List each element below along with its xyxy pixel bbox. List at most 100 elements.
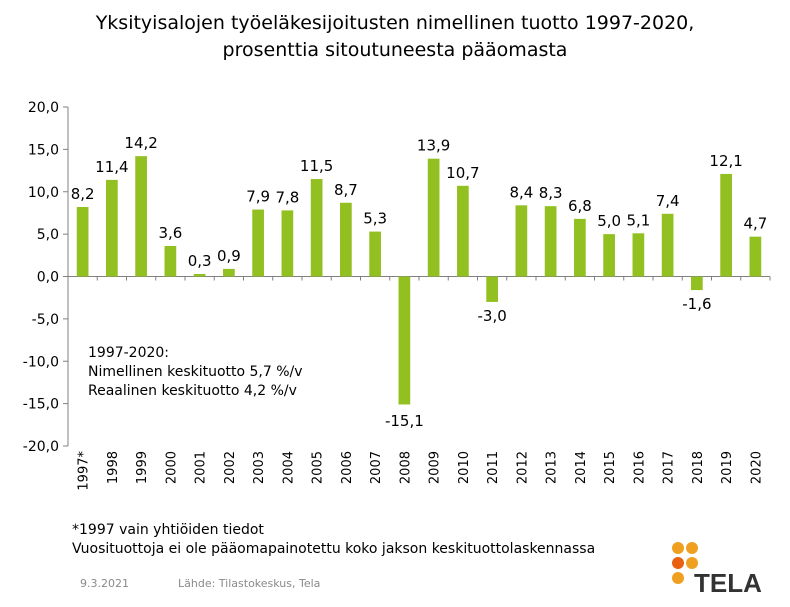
note-period: 1997-2020:: [88, 345, 170, 361]
value-label: -15,1: [385, 412, 424, 430]
logo-dot-1: [672, 542, 684, 554]
average-return-note: 1997-2020: Nimellinen keskituotto 5,7 %/…: [88, 344, 303, 401]
tela-logo: TELA: [672, 542, 762, 598]
value-label: 13,9: [417, 137, 450, 155]
category-label: 2015: [603, 451, 618, 484]
bar: [574, 218, 586, 277]
value-label: 5,1: [626, 211, 650, 229]
bar: [486, 276, 498, 302]
y-tick-label: -5,0: [32, 312, 59, 328]
category-label: 2010: [457, 451, 472, 484]
bar: [369, 231, 381, 277]
value-label: 8,4: [509, 183, 533, 201]
bar: [223, 268, 235, 277]
category-label: 2012: [515, 451, 530, 484]
category-label: 2013: [545, 451, 560, 484]
bar: [749, 236, 762, 277]
bar: [164, 245, 177, 277]
category-label: 2006: [340, 451, 355, 484]
category-label: 2019: [720, 451, 735, 484]
logo-dot-5: [672, 572, 684, 584]
value-label: 11,5: [300, 157, 333, 175]
category-label: 2001: [194, 451, 209, 484]
bar: [603, 234, 615, 277]
bar: [193, 273, 206, 277]
category-label: 2009: [428, 451, 443, 484]
value-label: 3,6: [158, 224, 182, 242]
value-label: 5,0: [597, 212, 621, 230]
y-tick-label: 5,0: [37, 227, 59, 243]
category-label: 1999: [135, 451, 150, 484]
footnote-1997: *1997 vain yhtiöiden tiedot: [72, 522, 264, 538]
category-label: 2005: [311, 451, 326, 484]
y-tick-label: -10,0: [23, 354, 59, 370]
y-tick-label: -20,0: [23, 439, 59, 455]
value-label: 0,3: [188, 252, 212, 270]
value-label: -3,0: [477, 307, 506, 325]
value-label: 14,2: [124, 134, 157, 152]
value-label: 11,4: [95, 158, 128, 176]
value-label: -1,6: [682, 295, 711, 313]
category-label: 2004: [281, 451, 296, 484]
bar: [457, 185, 469, 277]
y-tick-label: -15,0: [23, 397, 59, 413]
category-label: 1997*: [77, 451, 92, 491]
value-label: 7,9: [246, 188, 270, 206]
bar: [632, 233, 645, 277]
bar-chart: 20,0 15,0 10,0 5,0 0,0 -5,0 -10,0 -15,0 -20,0 8,2…: [23, 100, 771, 491]
category-label: 2016: [632, 451, 647, 484]
y-tick-label: 20,0: [28, 100, 59, 116]
note-real: Reaalinen keskituotto 4,2 %/v: [88, 383, 297, 399]
value-label: 4,7: [743, 215, 767, 233]
bar: [515, 205, 528, 277]
value-label: 7,4: [656, 192, 680, 210]
bar: [310, 179, 323, 277]
category-label: 2000: [164, 451, 179, 484]
logo-dot-4: [686, 557, 698, 569]
category-label: 2003: [252, 451, 267, 484]
value-label: 10,7: [446, 164, 479, 182]
note-nominal: Nimellinen keskituotto 5,7 %/v: [88, 364, 303, 380]
logo-dot-3: [672, 557, 684, 569]
y-tick-label: 15,0: [28, 142, 59, 158]
logo-dot-2: [686, 542, 698, 554]
bar: [252, 209, 264, 277]
value-label: 6,8: [568, 197, 592, 215]
logo-text: TELA: [694, 568, 762, 598]
category-label: 2002: [223, 451, 238, 484]
footnote-weighting: Vuosituottoja ei ole pääomapainotettu ko…: [72, 541, 596, 557]
value-label: 5,3: [363, 210, 387, 228]
bar: [106, 179, 118, 277]
bar: [281, 210, 294, 277]
chart-title: Yksityisalojen työeläkesijoitusten nimel…: [95, 12, 695, 34]
bar: [427, 158, 440, 277]
category-label: 2018: [691, 451, 706, 484]
value-label: 7,8: [275, 188, 299, 206]
publication-date: 9.3.2021: [80, 577, 129, 590]
category-label: 2014: [574, 451, 589, 484]
category-label: 2017: [662, 451, 677, 484]
bar: [398, 276, 411, 405]
value-label: 12,1: [709, 152, 742, 170]
category-label: 2011: [486, 451, 501, 484]
value-label: 8,7: [334, 181, 358, 199]
value-label: 0,9: [217, 247, 241, 265]
value-label: 8,3: [539, 184, 563, 202]
category-label: 2020: [749, 451, 764, 484]
bar: [340, 202, 352, 277]
footnotes: *1997 vain yhtiöiden tiedot Vuosituottoj…: [72, 521, 595, 559]
y-tick-label: 10,0: [28, 185, 59, 201]
chart-title-block: Yksityisalojen työeläkesijoitusten nimel…: [0, 10, 790, 64]
chart-subtitle: prosenttia sitoutuneesta pääomasta: [222, 39, 568, 61]
bar: [135, 156, 147, 277]
bar: [76, 207, 89, 277]
y-tick-label: 0,0: [37, 270, 59, 286]
category-label: 1998: [106, 451, 121, 484]
bar: [720, 173, 732, 277]
category-label: 2008: [398, 451, 413, 484]
category-label: 2007: [369, 451, 384, 484]
bar: [544, 206, 557, 277]
source-text: Lähde: Tilastokeskus, Tela: [178, 577, 321, 590]
bar: [691, 276, 703, 291]
value-label: 8,2: [71, 185, 95, 203]
